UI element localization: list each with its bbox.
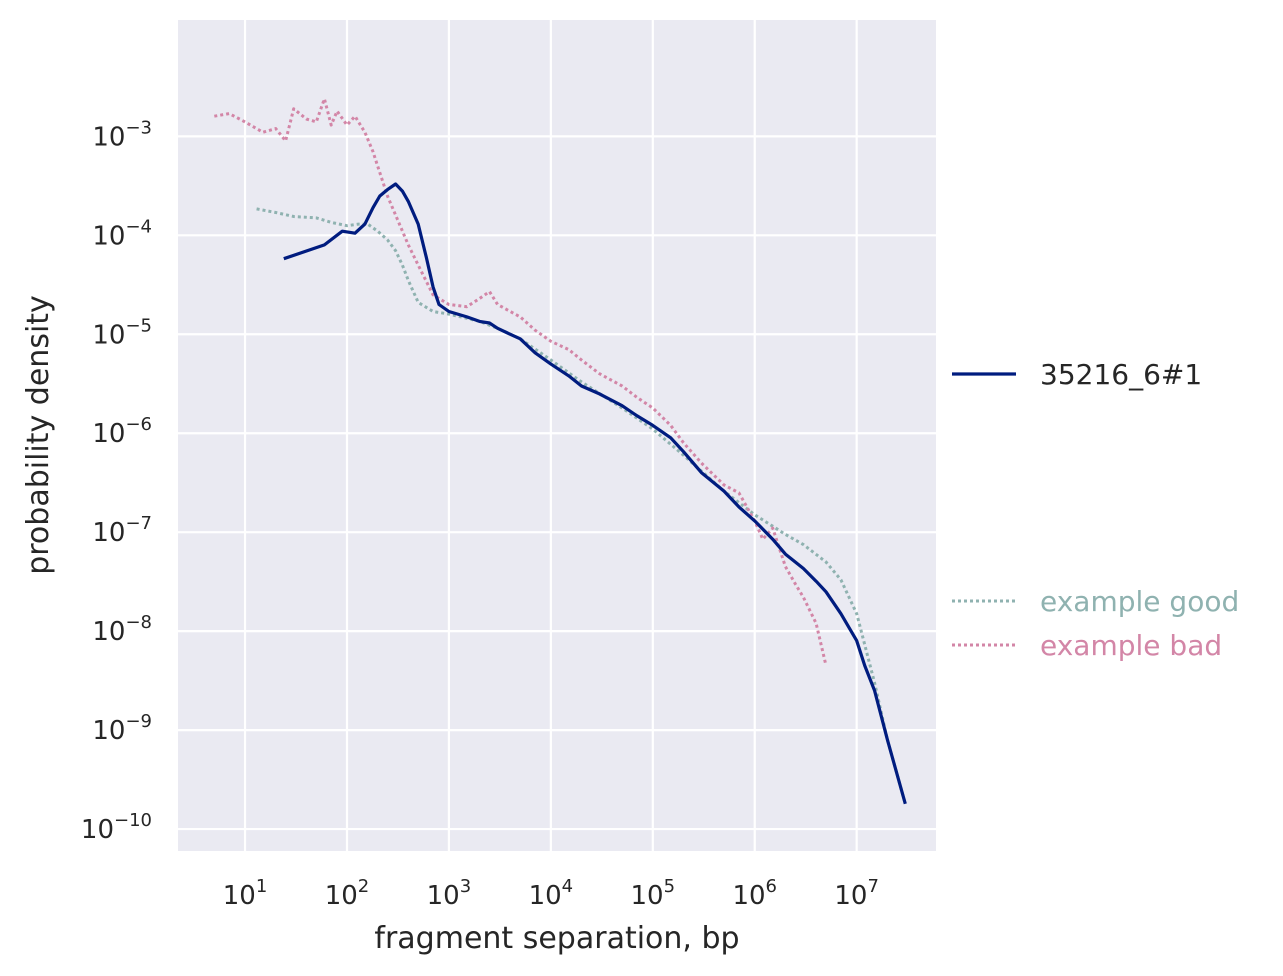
y-tick-label: 10−10 [81, 810, 152, 845]
x-tick-label: 105 [631, 876, 676, 911]
y-tick-labels: 10−3 10−4 10−5 10−6 10−7 10−8 10−9 10−10 [81, 117, 152, 845]
y-tick-label: 10−7 [92, 513, 152, 548]
x-tick-label: 101 [223, 876, 268, 911]
legend-label: example bad [1040, 629, 1222, 662]
legend-label: example good [1040, 585, 1239, 618]
y-tick-label: 10−6 [92, 414, 152, 449]
series-line-example-good [256, 207, 907, 805]
series-lines [214, 97, 907, 805]
y-axis-label: probability density [21, 295, 56, 575]
y-tick-label: 10−5 [92, 315, 152, 350]
y-tick-label: 10−4 [92, 216, 152, 251]
x-tick-label: 103 [427, 876, 472, 911]
y-tick-label: 10−3 [92, 117, 152, 152]
grid-lines [178, 20, 936, 851]
x-tick-label: 106 [732, 876, 777, 911]
x-tick-label: 107 [834, 876, 879, 911]
y-tick-label: 10−9 [92, 711, 152, 746]
x-tick-labels: 101 102 103 104 105 106 107 [223, 876, 879, 911]
series-line-35216-6-1 [283, 182, 907, 805]
plot-area [178, 20, 936, 851]
series-line-example-bad [214, 97, 828, 666]
x-axis-label: fragment separation, bp [374, 921, 739, 956]
legend-label: 35216_6#1 [1040, 358, 1202, 391]
y-tick-label: 10−8 [92, 612, 152, 647]
x-tick-label: 104 [529, 876, 574, 911]
x-tick-label: 102 [325, 876, 370, 911]
